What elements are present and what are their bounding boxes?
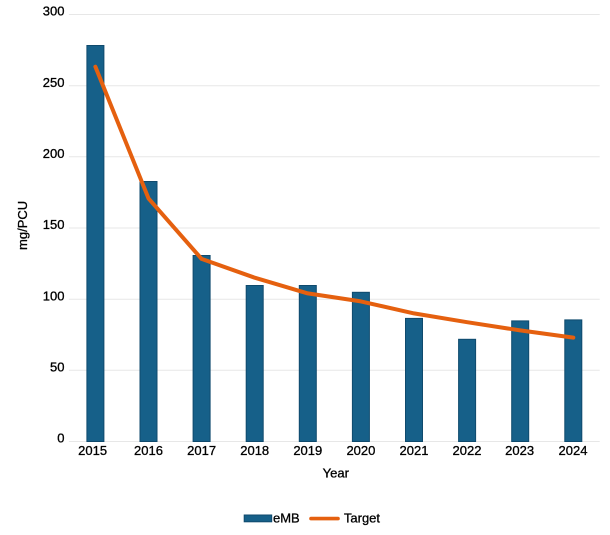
svg-text:2022: 2022 (453, 443, 482, 458)
svg-text:2015: 2015 (78, 443, 107, 458)
svg-text:50: 50 (50, 360, 64, 375)
svg-text:2016: 2016 (134, 443, 163, 458)
svg-text:Year: Year (323, 465, 350, 480)
svg-text:150: 150 (43, 217, 65, 232)
svg-text:2020: 2020 (346, 443, 375, 458)
svg-text:eMB: eMB (273, 511, 300, 526)
svg-text:2017: 2017 (187, 443, 216, 458)
svg-text:0: 0 (57, 431, 64, 446)
svg-text:2019: 2019 (293, 443, 322, 458)
svg-text:Target: Target (344, 511, 381, 526)
svg-text:2018: 2018 (240, 443, 269, 458)
svg-text:2024: 2024 (559, 443, 588, 458)
svg-text:2021: 2021 (400, 443, 429, 458)
svg-text:300: 300 (43, 4, 65, 19)
svg-text:2023: 2023 (505, 443, 534, 458)
svg-text:100: 100 (43, 288, 65, 303)
svg-text:mg/PCU: mg/PCU (15, 201, 30, 250)
svg-text:250: 250 (43, 75, 65, 90)
svg-text:200: 200 (43, 146, 65, 161)
